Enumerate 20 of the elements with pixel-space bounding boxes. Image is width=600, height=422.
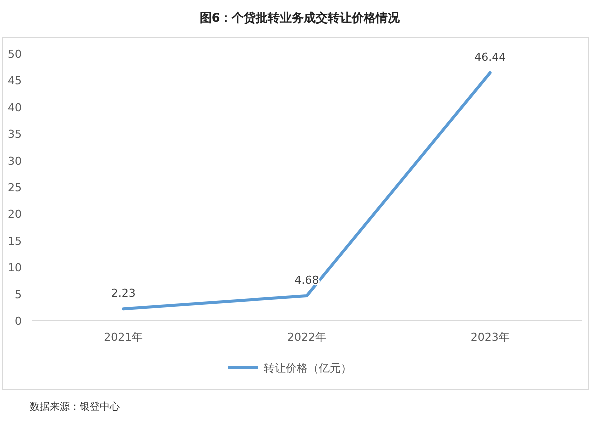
- y-tick-label: 15: [8, 234, 22, 248]
- y-tick-label: 5: [15, 288, 22, 302]
- x-tick-label: 2022年: [288, 331, 326, 344]
- y-tick-label: 45: [8, 74, 22, 88]
- x-tick-label: 2023年: [470, 331, 510, 344]
- legend-label: 转让价格（亿元）: [264, 362, 352, 375]
- y-tick-label: 10: [8, 262, 22, 275]
- x-tick-label: 2021年: [104, 331, 144, 344]
- source-note: 数据来源：银登中心: [30, 401, 120, 413]
- data-label: 2.23: [111, 287, 136, 300]
- y-tick-label: 50: [8, 48, 22, 61]
- y-tick-label: 40: [8, 101, 22, 114]
- chart-title: 图6：个贷批转业务成交转让价格情况: [200, 11, 402, 25]
- y-tick-label: 30: [8, 154, 22, 168]
- y-tick-label: 20: [8, 208, 22, 222]
- y-tick-label: 0: [15, 315, 22, 328]
- data-label: 4.68: [294, 274, 320, 288]
- y-tick-label: 35: [8, 128, 22, 142]
- data-label: 46.44: [474, 51, 506, 64]
- y-tick-label: 25: [8, 182, 22, 194]
